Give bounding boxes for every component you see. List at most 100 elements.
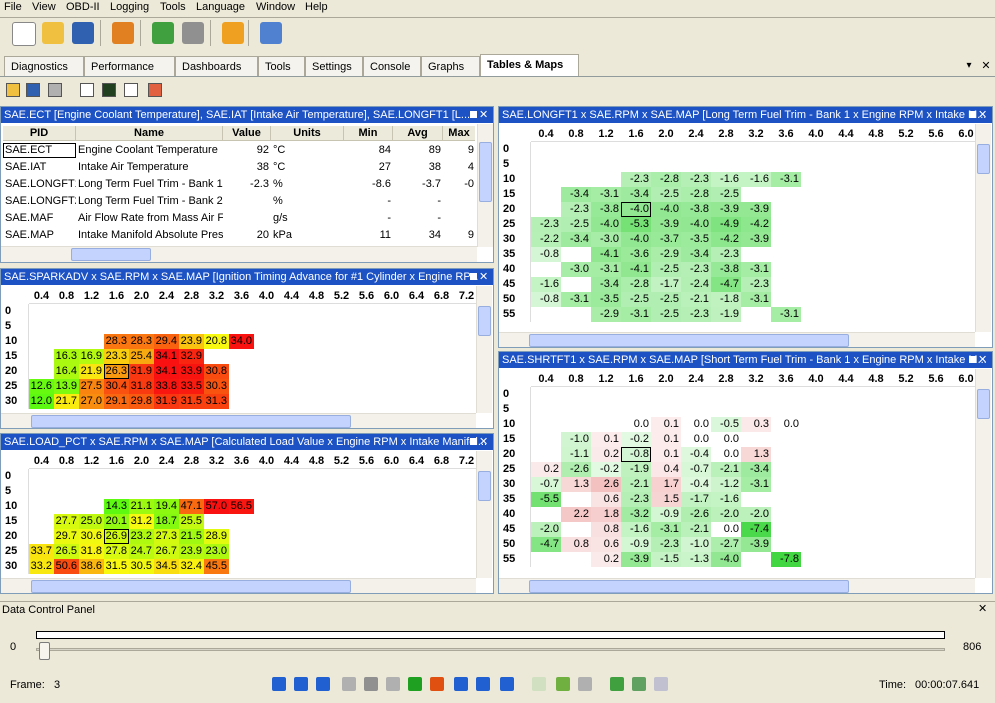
- scrollbar-thumb[interactable]: [529, 334, 849, 347]
- table-cell: -: [437, 212, 441, 224]
- toolbar-button[interactable]: [102, 83, 116, 97]
- toolbar-button[interactable]: [12, 22, 36, 46]
- vertical-scrollbar[interactable]: [975, 369, 991, 578]
- toolbar-button[interactable]: [148, 83, 162, 97]
- map-cell: -2.8: [651, 172, 681, 187]
- panel-float[interactable]: [969, 111, 976, 118]
- tab[interactable]: Dashboards: [175, 56, 258, 76]
- toolbar-button[interactable]: [26, 83, 40, 97]
- player-button[interactable]: [430, 677, 444, 691]
- column-header[interactable]: Units: [271, 126, 344, 141]
- toolbar-button[interactable]: [80, 83, 94, 97]
- player-button[interactable]: [654, 677, 668, 691]
- player-button[interactable]: [578, 677, 592, 691]
- player-button[interactable]: [294, 677, 308, 691]
- menu-item[interactable]: File: [4, 1, 22, 13]
- map-cell: -3.0: [591, 232, 621, 247]
- menu-item[interactable]: Window: [256, 1, 296, 13]
- toolbar-button[interactable]: [260, 22, 282, 44]
- player-button[interactable]: [316, 677, 330, 691]
- panel-close[interactable]: ✕: [978, 109, 988, 121]
- horizontal-scrollbar[interactable]: [499, 332, 975, 347]
- menu-item[interactable]: View: [32, 1, 56, 13]
- player-button[interactable]: [556, 677, 570, 691]
- column-header[interactable]: Value: [223, 126, 271, 141]
- toolbar-button[interactable]: [112, 22, 134, 44]
- column-header[interactable]: Avg: [393, 126, 443, 141]
- panel-float[interactable]: [969, 356, 976, 363]
- player-button[interactable]: [386, 677, 400, 691]
- menu-item[interactable]: OBD-II: [66, 1, 100, 13]
- map-cell: 16.3: [54, 349, 79, 364]
- player-button[interactable]: [476, 677, 490, 691]
- toolbar-button[interactable]: [182, 22, 204, 44]
- panel-close[interactable]: ✕: [479, 436, 489, 448]
- vertical-scrollbar[interactable]: [476, 451, 492, 578]
- tab[interactable]: Graphs: [421, 56, 480, 76]
- column-header[interactable]: PID: [3, 126, 76, 141]
- horizontal-scrollbar[interactable]: [1, 578, 476, 593]
- menu-item[interactable]: Tools: [160, 1, 186, 13]
- menu-item[interactable]: Logging: [110, 1, 150, 13]
- panel-float[interactable]: [470, 273, 477, 280]
- toolbar-button[interactable]: [72, 22, 94, 44]
- scrollbar-thumb[interactable]: [31, 415, 351, 428]
- column-header[interactable]: Min: [344, 126, 393, 141]
- scrollbar-thumb[interactable]: [31, 580, 351, 593]
- vertical-scrollbar[interactable]: [975, 124, 991, 332]
- panel-float[interactable]: [470, 438, 477, 445]
- column-header: 5.6: [921, 372, 951, 387]
- column-header: 0.8: [561, 127, 591, 142]
- player-button[interactable]: [500, 677, 514, 691]
- tab[interactable]: Diagnostics: [4, 56, 84, 76]
- player-button[interactable]: [272, 677, 286, 691]
- tab[interactable]: Tools: [258, 56, 305, 76]
- toolbar-button[interactable]: [6, 83, 20, 97]
- player-button[interactable]: [342, 677, 356, 691]
- map-cell: 23.9: [179, 544, 204, 559]
- toolbar-button[interactable]: [222, 22, 244, 44]
- panel-close[interactable]: ✕: [479, 109, 489, 121]
- scrollbar-thumb[interactable]: [977, 389, 990, 419]
- tab[interactable]: Performance: [84, 56, 175, 76]
- panel-close[interactable]: ✕: [479, 271, 489, 283]
- scrollbar-thumb[interactable]: [478, 471, 491, 501]
- scrollbar-thumb[interactable]: [478, 306, 491, 336]
- table-cell: Long Term Fuel Trim - Bank 2: [78, 195, 223, 207]
- map-cell: -3.4: [591, 277, 621, 292]
- tab[interactable]: Tables & Maps: [480, 54, 579, 77]
- horizontal-scrollbar[interactable]: [1, 246, 477, 262]
- player-button[interactable]: [454, 677, 468, 691]
- player-button[interactable]: [408, 677, 422, 691]
- panel-close[interactable]: ✕: [978, 603, 988, 615]
- player-button[interactable]: [610, 677, 624, 691]
- vertical-scrollbar[interactable]: [477, 124, 493, 247]
- tab-menu-button[interactable]: ▾: [966, 60, 972, 71]
- player-button[interactable]: [532, 677, 546, 691]
- map-cell: 14.3: [104, 499, 129, 514]
- scrollbar-thumb[interactable]: [71, 248, 151, 261]
- column-header[interactable]: Name: [76, 126, 223, 141]
- scrollbar-thumb[interactable]: [529, 580, 849, 593]
- toolbar-button[interactable]: [152, 22, 174, 44]
- menu-item[interactable]: Language: [196, 1, 245, 13]
- panel-float[interactable]: [470, 111, 477, 118]
- menu-item[interactable]: Help: [305, 1, 328, 13]
- tab[interactable]: Settings: [305, 56, 363, 76]
- toolbar-button[interactable]: [42, 22, 64, 44]
- scrollbar-thumb[interactable]: [479, 142, 492, 202]
- map-cell: 27.7: [54, 514, 79, 529]
- player-button[interactable]: [632, 677, 646, 691]
- tab-close-button[interactable]: ✕: [981, 60, 991, 72]
- toolbar-button[interactable]: [124, 83, 138, 97]
- player-button[interactable]: [364, 677, 378, 691]
- column-header[interactable]: Max: [443, 126, 475, 141]
- horizontal-scrollbar[interactable]: [1, 413, 476, 428]
- toolbar-button[interactable]: [48, 83, 62, 97]
- panel-close[interactable]: ✕: [978, 354, 988, 366]
- scrollbar-thumb[interactable]: [977, 144, 990, 174]
- slider-thumb[interactable]: [39, 642, 51, 660]
- vertical-scrollbar[interactable]: [476, 286, 492, 413]
- horizontal-scrollbar[interactable]: [499, 578, 975, 593]
- tab[interactable]: Console: [363, 56, 421, 76]
